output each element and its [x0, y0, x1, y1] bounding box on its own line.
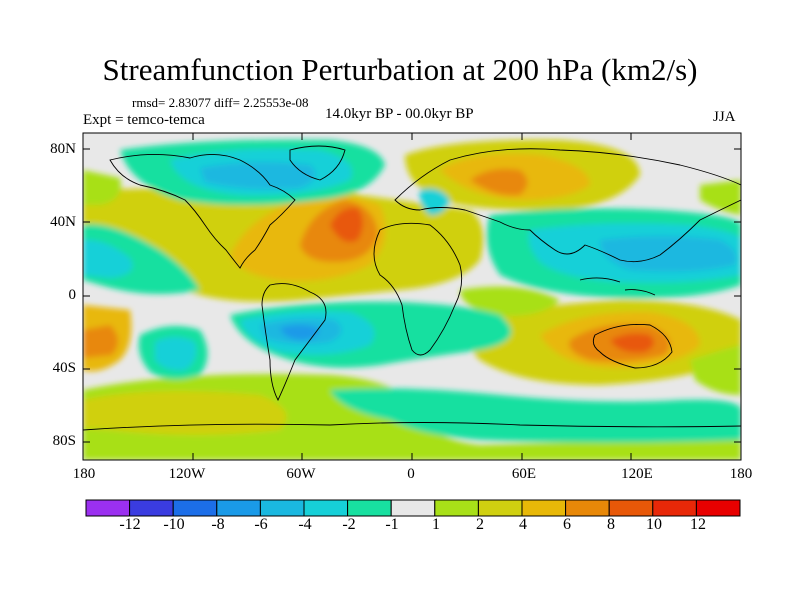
contour-region: [280, 325, 319, 340]
lon-tick-label: 180: [729, 466, 753, 482]
contour-region: [200, 162, 316, 190]
lon-tick-label: 60E: [511, 466, 537, 482]
coastline-south-america: [261, 283, 327, 402]
lat-tick-label: 80S: [52, 433, 76, 449]
contour-region: [460, 286, 560, 316]
colorbar-label: -10: [163, 516, 185, 533]
chart-title: Streamfunction Perturbation at 200 hPa (…: [102, 52, 698, 87]
coastline-greenland: [289, 145, 346, 181]
contour-region: [83, 239, 133, 278]
contour-region: [690, 345, 741, 395]
period-label: 14.0kyr BP - 00.0kyr BP: [325, 106, 474, 122]
colorbar-label: 8: [607, 516, 615, 533]
coastline-africa: [373, 222, 463, 356]
colorbar-label: 12: [690, 516, 706, 533]
colorbar-label: -2: [342, 516, 356, 533]
colorbar-box: [85, 499, 131, 517]
coastline-australia: [592, 324, 673, 369]
colorbar-label: 10: [646, 516, 662, 533]
season-label: JJA: [713, 109, 736, 125]
colorbar-box: [390, 499, 436, 517]
contour-region: [83, 170, 121, 205]
lat-tick-label: 40N: [50, 214, 76, 230]
lon-tick-label: 120W: [168, 466, 206, 482]
colorbar-label: 1: [432, 516, 440, 533]
contour-region: [83, 325, 119, 358]
colorbar-label: 6: [563, 516, 571, 533]
coastline-antarctica: [83, 422, 741, 431]
experiment-label: Expt = temco-temca: [83, 112, 205, 128]
colorbar-box: [477, 499, 523, 517]
colorbar-label: 4: [519, 516, 527, 533]
contour-region: [700, 180, 741, 215]
lat-tick-label: 80N: [50, 141, 76, 157]
colorbar-box: [172, 499, 218, 517]
coastlines: [83, 145, 741, 431]
axis-ticks: [83, 133, 741, 460]
colorbar-box: [565, 499, 610, 517]
lat-tick-label: 0: [68, 287, 77, 303]
coastline-eurasia: [394, 148, 741, 263]
coastline-north-america: [109, 154, 296, 269]
colorbar-box: [434, 499, 479, 517]
colorbar-label: 2: [476, 516, 484, 533]
colorbar-box: [521, 499, 567, 517]
colorbar-label: -8: [211, 516, 225, 533]
contour-region: [600, 236, 737, 272]
colorbar-box: [608, 499, 654, 517]
colorbar-label: -6: [254, 516, 268, 533]
colorbar: [85, 499, 741, 517]
coastline-indonesia: [579, 277, 656, 296]
colorbar-box: [216, 499, 261, 517]
contour-region: [330, 388, 741, 443]
colorbar-label: -1: [385, 516, 399, 533]
colorbar-label: -4: [298, 516, 312, 533]
lon-tick-label: 0: [407, 466, 415, 482]
contour-region: [330, 207, 363, 243]
colorbar-label: -12: [119, 516, 141, 533]
stats-text: rmsd= 2.83077 diff= 2.25553e-08: [132, 95, 309, 110]
colorbar-box: [303, 499, 349, 517]
lat-tick-label: 40S: [52, 360, 76, 376]
contour-field: [83, 133, 741, 460]
colorbar-box: [129, 499, 174, 517]
contour-region: [610, 333, 654, 353]
colorbar-box: [347, 499, 392, 517]
lon-tick-label: 60W: [286, 466, 316, 482]
colorbar-box: [259, 499, 305, 517]
contour-region: [470, 168, 528, 196]
lon-tick-label: 120E: [621, 466, 653, 482]
contour-region: [155, 337, 197, 371]
colorbar-box: [695, 499, 741, 517]
colorbar-box: [652, 499, 697, 517]
lon-tick-label: 180: [72, 466, 96, 482]
